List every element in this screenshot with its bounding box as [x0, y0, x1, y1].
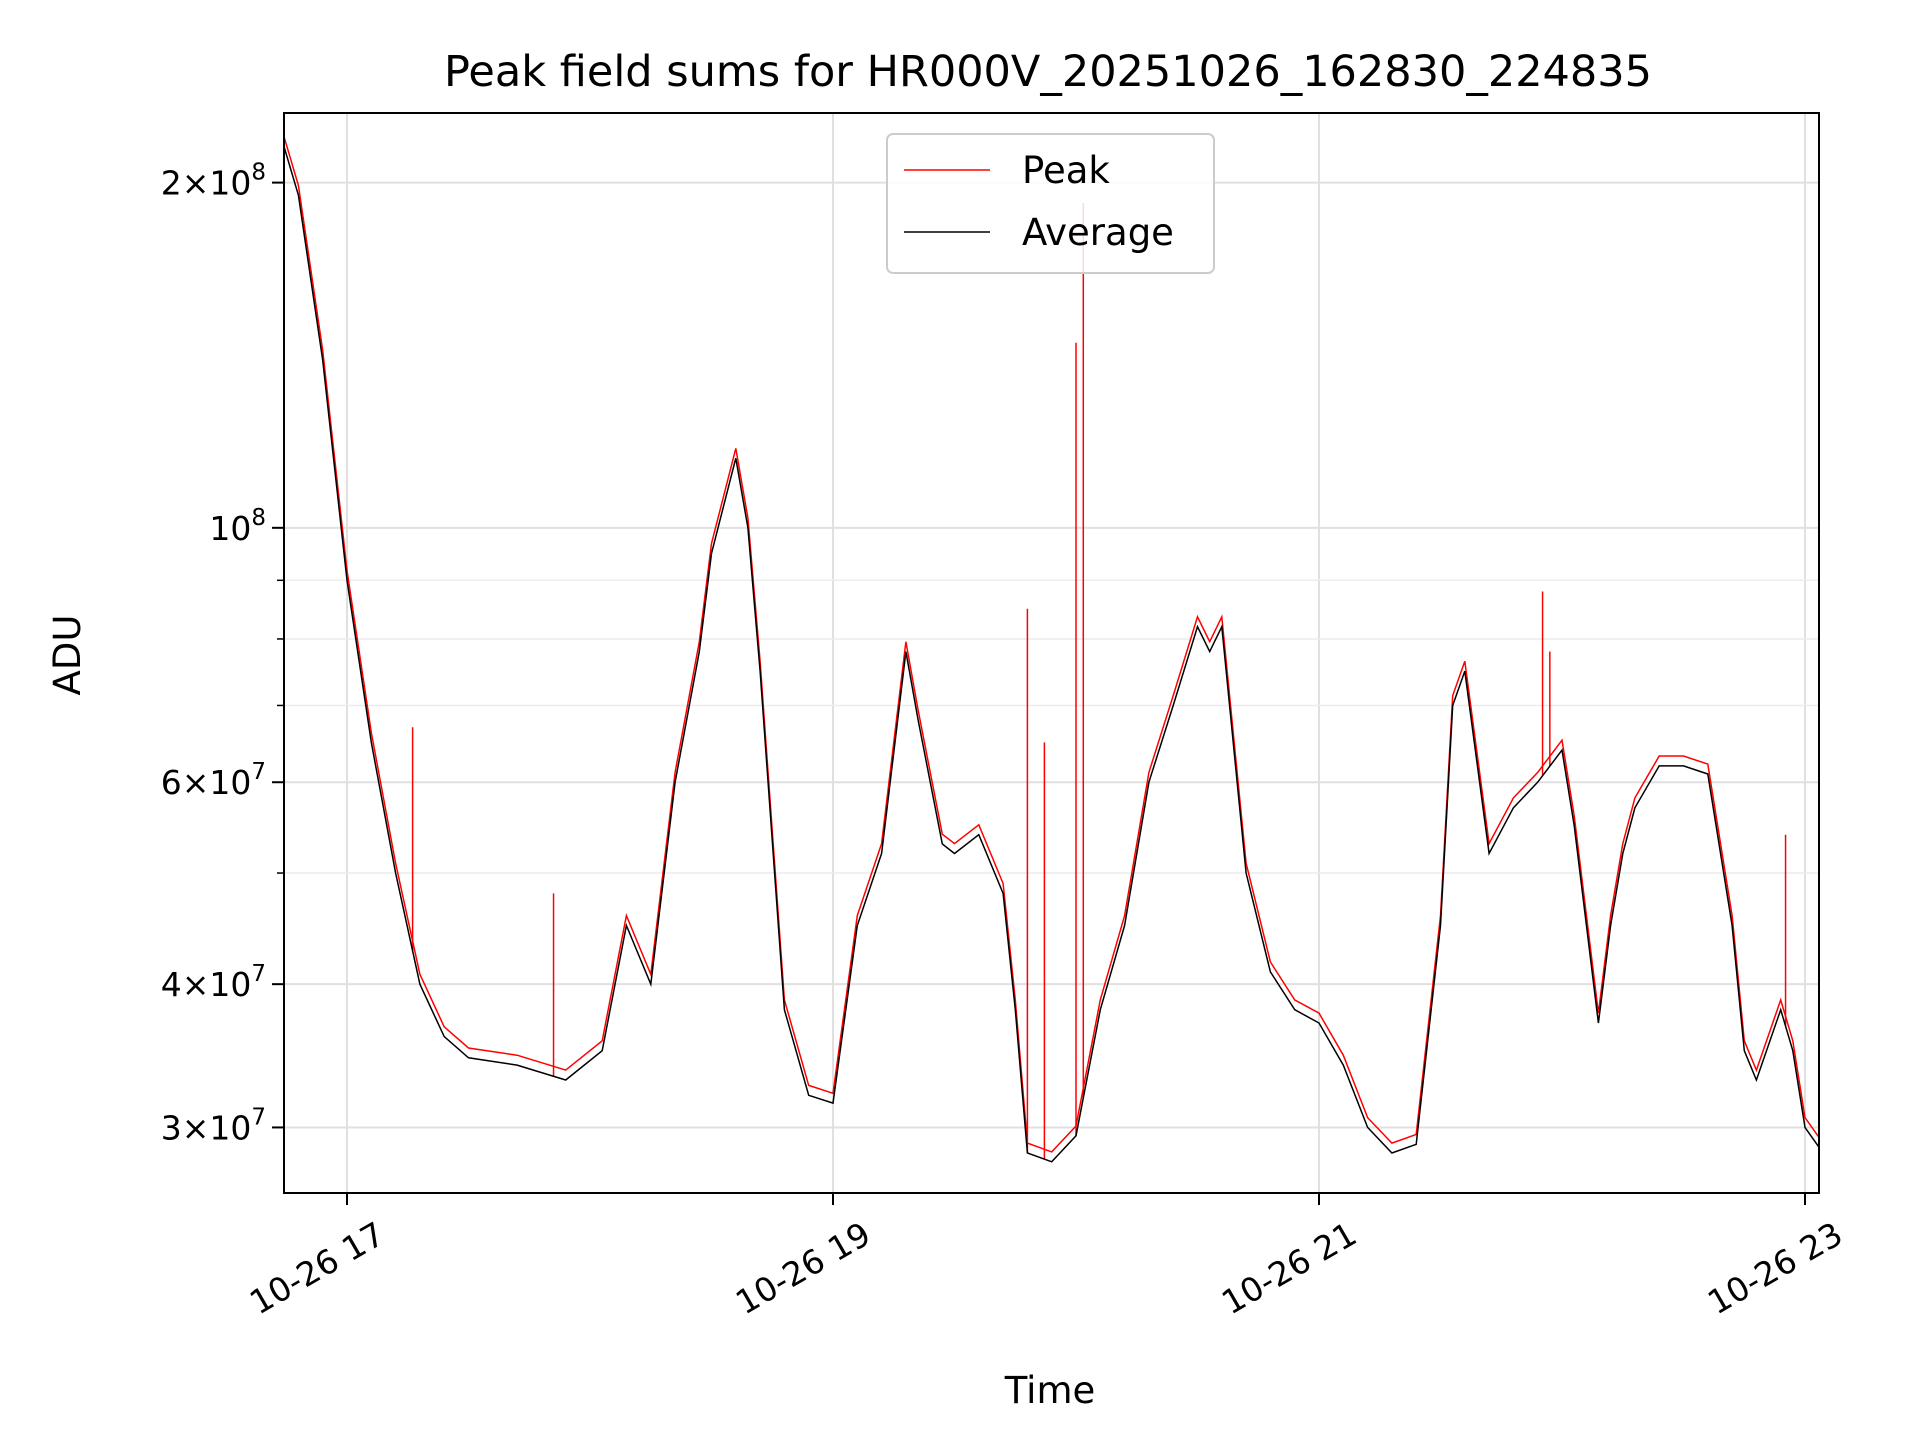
chart-title: Peak field sums for HR000V_20251026_1628…	[444, 47, 1652, 97]
y-axis: 2×108 108 6×107 4×107 3×107	[161, 160, 284, 1148]
y-axis-label: ADU	[46, 615, 89, 696]
x-axis-label: Time	[1004, 1369, 1096, 1412]
axes-frame	[284, 113, 1819, 1193]
legend-label-peak: Peak	[1022, 149, 1110, 192]
x-tick-label: 10-26 21	[1215, 1214, 1363, 1322]
x-tick-label: 10-26 23	[1701, 1214, 1849, 1322]
y-tick-label: 2×108	[161, 160, 266, 203]
legend-label-average: Average	[1022, 211, 1174, 254]
grid	[284, 113, 1920, 1193]
average-series	[226, 113, 1920, 1191]
y-tick-label: 4×107	[161, 961, 266, 1004]
legend: Peak Average	[887, 134, 1214, 273]
y-tick-label: 3×107	[161, 1104, 266, 1147]
x-tick-label: 10-26 17	[243, 1214, 391, 1322]
x-tick-label: 10-26 19	[729, 1214, 877, 1322]
y-tick-label: 108	[209, 505, 266, 548]
y-tick-label: 6×107	[161, 759, 266, 802]
average-line	[226, 113, 1920, 1191]
